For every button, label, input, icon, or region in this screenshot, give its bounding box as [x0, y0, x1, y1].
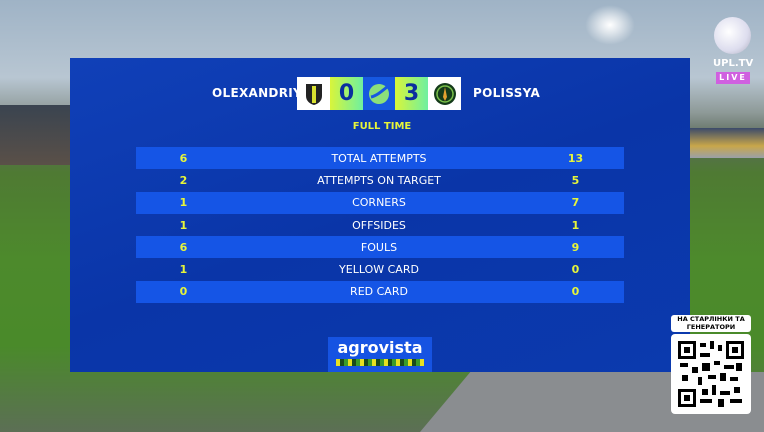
stat-row: 1 OFFSIDES 1	[136, 214, 624, 236]
home-value: 6	[179, 151, 188, 165]
sponsor-name: agrovista	[337, 338, 423, 357]
stats-table: 6 TOTAL ATTEMPTS 13 2 ATTEMPTS ON TARGET 5 1…	[136, 147, 624, 304]
away-value: 5	[571, 173, 580, 187]
stat-row: 1 CORNERS 7	[136, 191, 624, 214]
away-value: 0	[571, 285, 580, 299]
away-value: 1	[571, 218, 580, 232]
sponsor-logo: agrovista	[328, 337, 432, 372]
home-value: 2	[179, 173, 188, 187]
upl-logo-icon	[714, 17, 751, 54]
live-badge: LIVE	[716, 72, 750, 84]
stat-row: 6 FOULS 9	[136, 236, 624, 259]
match-status: FULL TIME	[352, 121, 412, 132]
home-value: 6	[179, 240, 188, 254]
away-value: 9	[571, 240, 580, 254]
home-value: 1	[179, 218, 188, 232]
home-value: 1	[179, 263, 188, 277]
stat-label: OFFSIDES	[352, 218, 406, 232]
home-team-crest-icon	[297, 77, 330, 110]
away-score: 3	[395, 77, 428, 110]
broadcaster-name: UPL.TV	[713, 58, 754, 69]
away-value: 0	[571, 263, 580, 277]
stat-row: 2 ATTEMPTS ON TARGET 5	[136, 169, 624, 191]
stadium-stand-right	[690, 128, 764, 158]
stat-label: YELLOW CARD	[339, 263, 419, 277]
home-team-name: OLEXANDRIYA	[212, 86, 311, 100]
stat-row: 0 RED CARD 0	[136, 280, 624, 304]
match-stats-panel	[70, 58, 690, 372]
stat-label: FOULS	[360, 240, 398, 254]
sponsor-pattern	[336, 359, 424, 366]
stat-label: CORNERS	[352, 196, 406, 210]
stat-label: TOTAL ATTEMPTS	[331, 151, 427, 165]
stat-label: RED CARD	[350, 285, 408, 299]
away-value: 7	[571, 196, 580, 210]
stat-row: 1 YELLOW CARD 0	[136, 258, 624, 280]
home-score: 0	[330, 77, 363, 110]
home-value: 0	[179, 285, 188, 299]
stat-row: 6 TOTAL ATTEMPTS 13	[136, 147, 624, 170]
stadium-stand-left	[0, 105, 70, 165]
league-ball-icon	[363, 77, 395, 110]
stat-label: ATTEMPTS ON TARGET	[317, 173, 441, 187]
promo-label: НА СТАРЛІНКИ ТА ГЕНЕРАТОРИ	[671, 315, 751, 332]
qr-code-icon[interactable]	[671, 334, 751, 414]
floodlight	[585, 5, 635, 45]
away-value: 13	[567, 151, 584, 165]
away-team-crest-icon	[428, 77, 461, 110]
scoreboard: 0 3	[297, 77, 461, 110]
away-team-name: POLISSYA	[473, 86, 541, 100]
home-value: 1	[179, 196, 188, 210]
